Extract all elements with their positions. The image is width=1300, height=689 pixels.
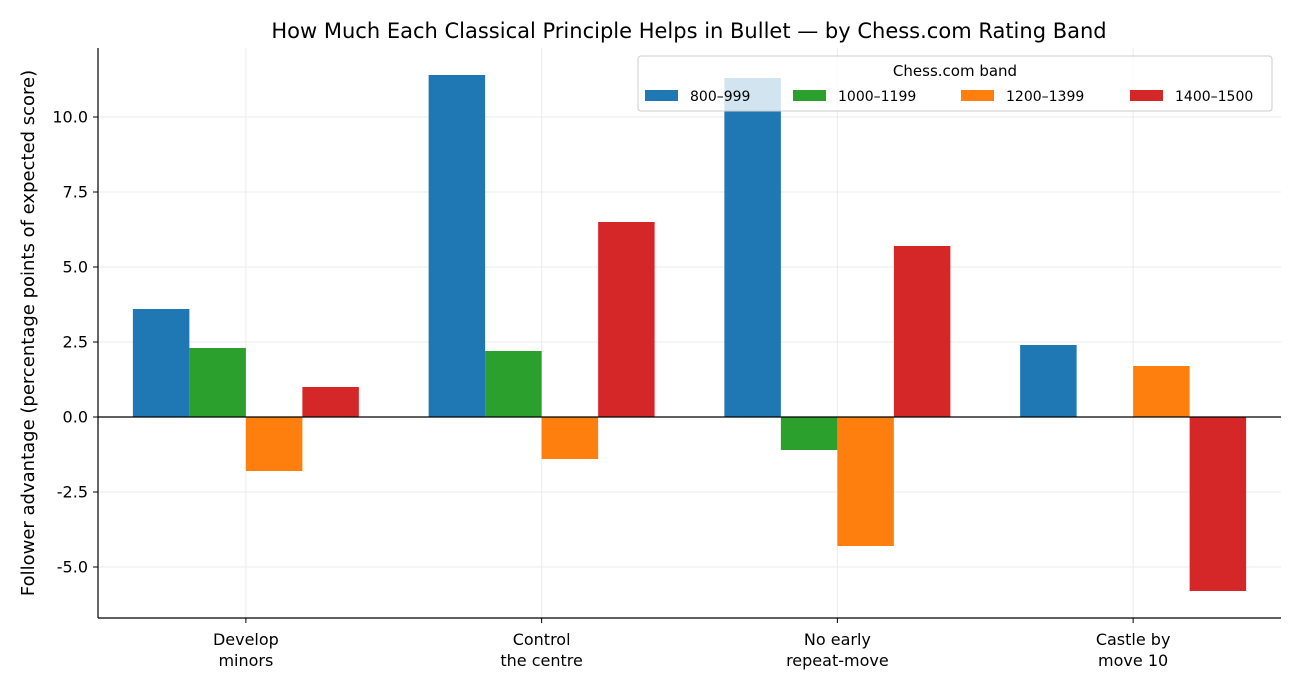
x-tick-label-line: Control bbox=[513, 630, 571, 649]
x-tick-label: No early repeat-move bbox=[786, 630, 889, 670]
legend-swatch bbox=[793, 90, 826, 101]
x-tick-label-line: repeat-move bbox=[786, 651, 889, 670]
legend-title: Chess.com band bbox=[893, 62, 1017, 80]
x-tick-label-line: the centre bbox=[500, 651, 582, 670]
y-tick-label: 10.0 bbox=[52, 108, 88, 127]
bar bbox=[541, 417, 599, 459]
chart-title: How Much Each Classical Principle Helps … bbox=[271, 19, 1106, 43]
y-tick-label: 2.5 bbox=[63, 333, 88, 352]
x-tick-label-line: Develop bbox=[213, 630, 279, 649]
x-tick-label-line: move 10 bbox=[1098, 651, 1168, 670]
y-tick-label: 0.0 bbox=[63, 408, 88, 427]
bar bbox=[780, 417, 838, 450]
legend-label: 1000–1199 bbox=[838, 89, 916, 105]
bar bbox=[598, 222, 655, 417]
y-tick-label: 5.0 bbox=[63, 258, 88, 277]
legend: Chess.com band 800–999 1000–1199 1200–1399 1… bbox=[637, 55, 1273, 112]
legend-swatch bbox=[961, 90, 994, 101]
ticks-layer: -5.0 -2.5 0.0 2.5 5.0 7.5 10.0 Develop minors Con… bbox=[52, 108, 1170, 671]
bar bbox=[428, 75, 486, 417]
bar bbox=[485, 351, 542, 417]
bar bbox=[724, 78, 781, 417]
bars-layer bbox=[132, 75, 1247, 591]
y-tick-label: 7.5 bbox=[63, 183, 88, 202]
grid-layer bbox=[98, 48, 1281, 618]
x-tick-label-line: minors bbox=[218, 651, 273, 670]
legend-swatch bbox=[1130, 90, 1163, 101]
x-tick-label: Control the centre bbox=[500, 630, 582, 670]
x-tick-label: Castle by move 10 bbox=[1096, 630, 1171, 670]
bar bbox=[837, 417, 894, 546]
y-tick-label: -2.5 bbox=[57, 483, 88, 502]
x-tick-label-line: Castle by bbox=[1096, 630, 1171, 649]
y-axis-label: Follower advantage (percentage points of… bbox=[18, 70, 39, 596]
axes-layer bbox=[97, 48, 1281, 619]
legend-label: 1400–1500 bbox=[1175, 89, 1253, 105]
bar bbox=[1020, 345, 1077, 417]
x-tick-label-line: No early bbox=[804, 630, 871, 649]
y-tick-label: -5.0 bbox=[57, 558, 88, 577]
bar bbox=[302, 387, 359, 417]
x-tick-label: Develop minors bbox=[213, 630, 279, 670]
bar bbox=[245, 417, 303, 471]
bar bbox=[189, 348, 246, 417]
bar bbox=[132, 309, 190, 417]
bar bbox=[1133, 366, 1190, 417]
bar bbox=[1189, 417, 1247, 591]
bar bbox=[893, 246, 951, 417]
legend-label: 800–999 bbox=[690, 89, 750, 105]
legend-label: 1200–1399 bbox=[1006, 89, 1084, 105]
legend-swatch bbox=[645, 90, 678, 101]
